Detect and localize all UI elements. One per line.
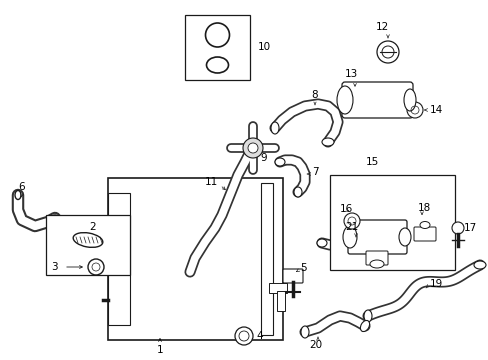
Text: 18: 18 <box>417 203 430 213</box>
Ellipse shape <box>403 89 415 111</box>
Text: 8: 8 <box>311 90 318 100</box>
Bar <box>184 15 249 80</box>
Ellipse shape <box>301 326 308 338</box>
Ellipse shape <box>270 122 279 134</box>
FancyBboxPatch shape <box>347 220 406 254</box>
Text: 12: 12 <box>375 22 388 32</box>
Text: 15: 15 <box>365 157 378 167</box>
FancyBboxPatch shape <box>341 82 412 118</box>
Bar <box>329 175 454 270</box>
Ellipse shape <box>360 320 369 332</box>
Text: 21: 21 <box>345 222 358 232</box>
Ellipse shape <box>419 221 429 229</box>
Ellipse shape <box>293 187 302 197</box>
Text: 9: 9 <box>260 153 266 163</box>
Ellipse shape <box>369 260 383 268</box>
Circle shape <box>243 138 263 158</box>
FancyBboxPatch shape <box>413 227 435 241</box>
Circle shape <box>406 102 422 118</box>
Ellipse shape <box>274 158 285 166</box>
Text: 6: 6 <box>19 182 25 192</box>
Ellipse shape <box>15 190 21 199</box>
Circle shape <box>343 213 359 229</box>
Ellipse shape <box>316 239 326 247</box>
Text: 14: 14 <box>429 105 442 115</box>
Ellipse shape <box>342 226 356 248</box>
Bar <box>130 186 272 332</box>
Text: 17: 17 <box>463 223 476 233</box>
FancyBboxPatch shape <box>365 251 387 265</box>
Circle shape <box>235 327 252 345</box>
Text: 16: 16 <box>339 204 352 214</box>
Text: 4: 4 <box>256 331 262 341</box>
Bar <box>46 215 130 275</box>
Text: 3: 3 <box>51 262 57 272</box>
Text: 19: 19 <box>429 279 442 289</box>
Bar <box>268 283 286 293</box>
Text: 2: 2 <box>89 222 96 232</box>
Text: 10: 10 <box>258 42 270 53</box>
Bar <box>108 178 283 340</box>
Ellipse shape <box>321 138 333 146</box>
Ellipse shape <box>398 228 410 246</box>
Circle shape <box>247 143 258 153</box>
Circle shape <box>451 222 463 234</box>
Ellipse shape <box>50 215 60 221</box>
Ellipse shape <box>363 310 371 322</box>
Text: 5: 5 <box>299 263 306 273</box>
Ellipse shape <box>473 261 485 269</box>
Text: 13: 13 <box>345 69 358 79</box>
Bar <box>108 193 130 325</box>
FancyBboxPatch shape <box>283 269 303 283</box>
Text: 1: 1 <box>156 339 163 355</box>
Ellipse shape <box>336 86 352 114</box>
Bar <box>261 183 272 335</box>
Text: 7: 7 <box>311 167 318 177</box>
Ellipse shape <box>385 239 393 249</box>
Text: 11: 11 <box>204 177 218 187</box>
Text: 20: 20 <box>309 340 322 350</box>
Circle shape <box>376 41 398 63</box>
Bar <box>276 291 285 311</box>
